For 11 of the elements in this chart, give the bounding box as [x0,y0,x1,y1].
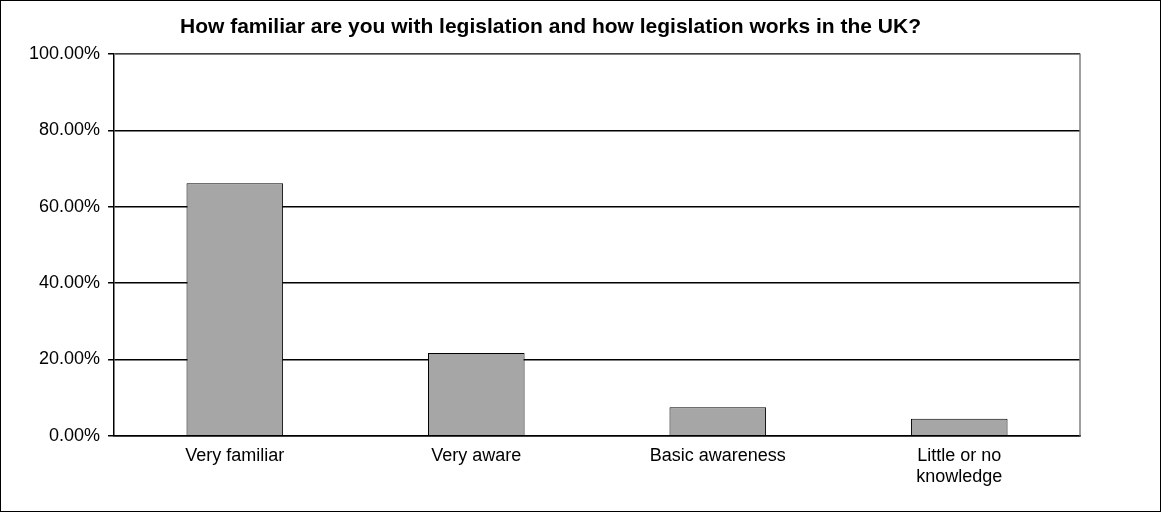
x-tick-label: Little or no knowledge [916,444,1003,487]
x-tick-label: Basic awareness [649,444,786,465]
chart-title: How familiar are you with legislation and how legislation works in the UK? [180,14,921,38]
x-tick-label: Very aware [431,444,522,465]
y-tick-label: 40.00% [39,272,101,293]
y-tick-label: 100.00% [29,43,101,64]
y-tick-label: 60.00% [39,195,101,216]
y-tick-label: 0.00% [49,424,101,445]
y-tick-label: 20.00% [39,348,101,369]
y-tick-label: 80.00% [39,119,101,140]
x-tick-label: Very familiar [185,444,285,465]
